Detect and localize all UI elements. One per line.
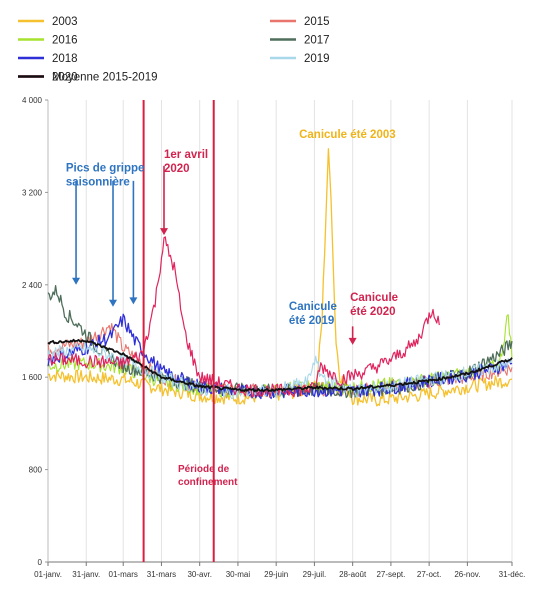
- legend-item-2015: 2015: [270, 16, 330, 28]
- x-tick-label: 27-sept.: [376, 570, 405, 579]
- arrow-head-4: [348, 337, 357, 345]
- x-tick-label: 29-juin: [264, 570, 288, 579]
- legend-label: 2016: [52, 35, 78, 47]
- arrow-head-2: [129, 297, 138, 305]
- legend-item-moyenne-2015-2019: Moyenne 2015-2019: [18, 72, 158, 84]
- x-tick-label: 30-mai: [226, 570, 251, 579]
- y-tick-label: 800: [29, 466, 43, 475]
- legend-item-2016: 2016: [18, 35, 78, 47]
- series-lines: [47, 148, 513, 407]
- series-line-2020: [47, 236, 440, 398]
- arrow-head-1: [109, 299, 118, 307]
- legend-item-2019: 2019: [270, 53, 330, 65]
- legend-label: 2003: [52, 16, 78, 28]
- x-tick-label: 31-déc.: [499, 570, 526, 579]
- y-axis: 0 800 1 600 2 400 3 200 4 000: [22, 96, 48, 567]
- legend-label: 2019: [304, 53, 330, 65]
- annotation-1er-avril-2020: 1er avril 2020: [164, 149, 208, 175]
- arrow-head-3: [160, 228, 168, 236]
- y-tick-label: 1 600: [22, 373, 43, 382]
- x-tick-label: 31-mars: [147, 570, 176, 579]
- annotations: Pics de grippe saisonnière 1er avril 2020 Ca…: [66, 129, 398, 488]
- legend-label: 2015: [304, 16, 330, 28]
- legend-label: 2017: [304, 35, 330, 47]
- series-line-moyenne-2015-2019: [47, 338, 513, 393]
- legend-label: Moyenne 2015-2019: [52, 72, 158, 84]
- legend-label: 2020: [52, 72, 78, 84]
- annotation-pics-de-grippe-saisonniere: Pics de grippe saisonnière: [66, 163, 145, 189]
- x-tick-label: 30-avr.: [187, 570, 211, 579]
- x-tick-label: 01-mars: [109, 570, 138, 579]
- y-tick-label: 0: [38, 558, 43, 567]
- x-axis: 01-janv. 31-janv. 01-mars 31-mars 30-avr. 30-…: [34, 562, 525, 579]
- x-tick-label: 27-oct.: [417, 570, 441, 579]
- annotation-canicule-ete-2019: Canicule été 2019: [289, 301, 337, 327]
- x-tick-label: 26-nov.: [454, 570, 480, 579]
- x-tick-label: 28-août: [339, 570, 367, 579]
- legend-item-2003: 2003: [18, 16, 78, 28]
- grid: [47, 100, 513, 563]
- arrow-head-0: [72, 277, 81, 285]
- annotation-arrows: [72, 165, 357, 345]
- annotation-canicule-ete-2003: Canicule été 2003: [299, 129, 396, 141]
- lockdown-lines: [142, 100, 215, 562]
- legend-item-2018: 2018: [18, 53, 78, 65]
- annotation-canicule-ete-2020: Canicule été 2020: [350, 292, 398, 318]
- y-tick-label: 4 000: [22, 96, 43, 105]
- y-tick-label: 2 400: [22, 281, 43, 290]
- annotation-periode-de-confinement: Période de confinement: [178, 464, 238, 488]
- legend-label: 2018: [52, 53, 78, 65]
- x-tick-label: 31-janv.: [72, 570, 100, 579]
- y-tick-label: 3 200: [22, 188, 43, 197]
- x-tick-label: 01-janv.: [34, 570, 62, 579]
- x-tick-label: 29-juil.: [303, 570, 327, 579]
- legend-item-2017: 2017: [270, 35, 330, 47]
